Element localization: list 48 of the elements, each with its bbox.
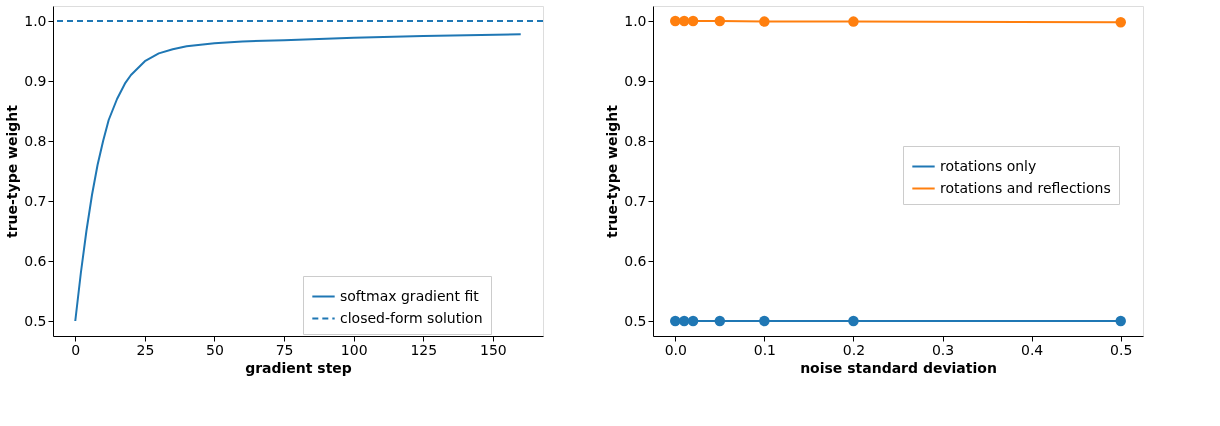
- y-axis-title: true-type weight: [604, 104, 621, 238]
- x-tick-label: 100: [340, 341, 368, 358]
- x-tick-label: 50: [206, 341, 224, 358]
- point: [678, 315, 690, 327]
- x-tick-label: 0.0: [664, 341, 687, 358]
- x-axis-title: gradient step: [245, 359, 352, 376]
- x-tick-label: 0.5: [1110, 341, 1133, 358]
- point: [714, 315, 726, 327]
- x-tick-label: 150: [480, 341, 507, 358]
- y-tick-label: 0.9: [24, 72, 47, 89]
- y-tick-label: 0.6: [24, 252, 47, 269]
- x-axis-title: noise standard deviation: [800, 359, 997, 376]
- point: [670, 315, 681, 327]
- point: [678, 15, 690, 27]
- legend-label: softmax gradient fit: [340, 287, 480, 304]
- x-tick-label: 0.3: [931, 341, 955, 358]
- y-axis-title: true-type weight: [4, 104, 21, 238]
- x-tick-label: 125: [410, 341, 438, 358]
- point: [670, 15, 681, 27]
- line-series: [74, 33, 522, 322]
- point: [759, 16, 770, 27]
- y-tick-label: 0.9: [624, 72, 647, 89]
- point: [714, 15, 726, 27]
- legend-label: rotations and reflections: [940, 179, 1111, 196]
- x-tick-label: 25: [136, 341, 155, 358]
- x-tick-label: 0.4: [1021, 341, 1044, 358]
- x-tick-label: 0: [71, 341, 81, 358]
- point: [848, 16, 859, 27]
- point: [687, 315, 699, 327]
- y-tick-label: 0.8: [624, 132, 647, 149]
- point: [1115, 315, 1126, 327]
- legend-label: closed-form solution: [340, 309, 483, 326]
- legend-label: rotations only: [940, 157, 1037, 174]
- point: [687, 15, 699, 27]
- y-tick-label: 0.8: [24, 132, 47, 149]
- y-tick-label: 0.7: [624, 192, 647, 209]
- y-tick-label: 1.0: [24, 12, 47, 29]
- y-tick-label: 0.6: [624, 252, 647, 269]
- point: [759, 315, 770, 327]
- x-tick-label: 0.2: [842, 341, 866, 358]
- y-tick-label: 0.5: [624, 312, 647, 329]
- y-tick-label: 0.5: [24, 312, 47, 329]
- point: [1115, 16, 1126, 28]
- x-tick-label: 75: [275, 341, 294, 358]
- x-tick-label: 0.1: [753, 341, 776, 358]
- y-tick-label: 1.0: [624, 12, 647, 29]
- point: [848, 315, 859, 327]
- y-tick-label: 0.7: [24, 192, 47, 209]
